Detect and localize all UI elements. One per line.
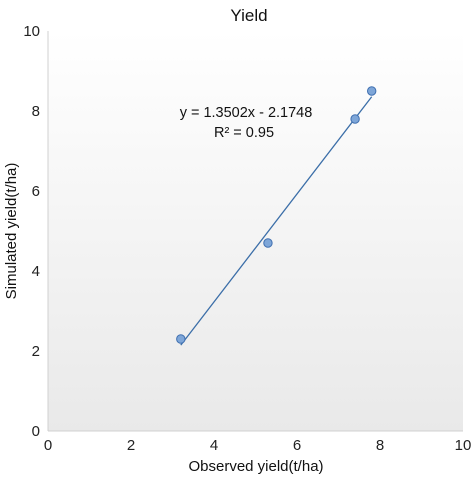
y-tick-label: 2: [32, 343, 40, 360]
x-tick-label: 10: [455, 437, 472, 454]
x-tick-label: 8: [376, 437, 384, 454]
data-points: [176, 86, 377, 344]
r-squared-label: R² = 0.95: [214, 125, 274, 141]
x-tick-label: 6: [293, 437, 301, 454]
chart-title: Yield: [230, 6, 267, 25]
x-tick-label: 4: [210, 437, 218, 454]
trendline-equation: y = 1.3502x - 2.1748: [180, 105, 313, 121]
x-axis-title: Observed yield(t/ha): [188, 458, 323, 475]
x-tick-label: 0: [44, 437, 52, 454]
x-axis-ticks: 0 2 4 6 8 10: [44, 437, 472, 454]
data-point-2: [263, 238, 273, 248]
axes: [47, 31, 463, 432]
data-point-3: [350, 114, 360, 124]
x-tick-label: 2: [127, 437, 135, 454]
y-tick-label: 8: [32, 103, 40, 120]
y-axis-ticks: 0 2 4 6 8 10: [23, 23, 40, 440]
plot-area: [48, 31, 463, 431]
y-tick-label: 10: [23, 23, 40, 40]
y-tick-label: 0: [32, 423, 40, 440]
y-tick-label: 6: [32, 183, 40, 200]
data-point-4: [367, 86, 377, 96]
data-point-1: [176, 334, 186, 344]
y-tick-label: 4: [32, 263, 40, 280]
y-axis-title: Simulated yield(t/ha): [3, 163, 20, 300]
trendline: [180, 96, 373, 346]
